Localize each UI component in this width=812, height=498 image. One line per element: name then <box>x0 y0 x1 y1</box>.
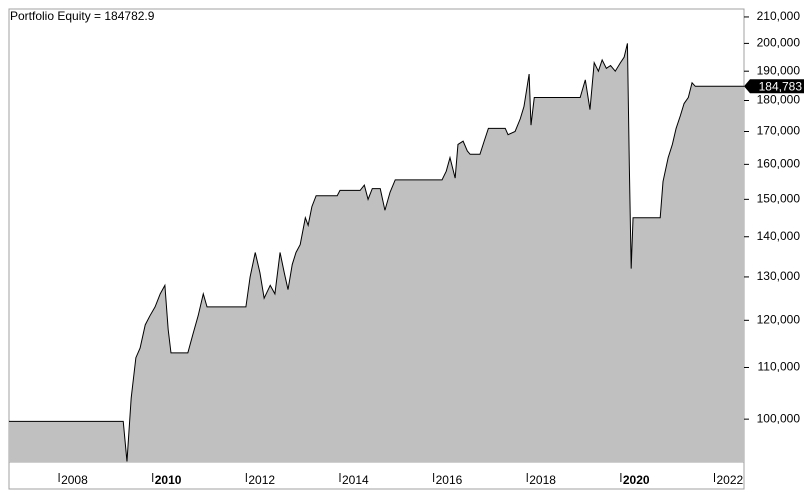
y-tick-label: 180,000 <box>757 93 801 107</box>
y-tick-label: 190,000 <box>757 63 801 77</box>
x-tick-label: 2014 <box>342 473 369 487</box>
y-tick-label: 110,000 <box>758 360 801 374</box>
y-tick-label: 160,000 <box>757 157 801 171</box>
last-value-label: 184,783 <box>759 79 803 93</box>
x-tick-label: 2020 <box>623 473 650 487</box>
y-tick-label: 100,000 <box>757 411 801 425</box>
x-tick-label: 2008 <box>61 473 88 487</box>
last-value-tag <box>744 79 804 94</box>
y-tick-label: 200,000 <box>757 36 801 50</box>
x-tick-label: 2010 <box>155 473 182 487</box>
y-tick-label: 140,000 <box>757 229 801 243</box>
x-tick-label: 2018 <box>529 473 556 487</box>
x-tick-label: 2022 <box>717 473 744 487</box>
y-tick-label: 210,000 <box>757 9 801 23</box>
plot <box>9 43 744 462</box>
y-tick-label: 120,000 <box>757 312 801 326</box>
equity-line <box>9 43 744 462</box>
chart-title: Portfolio Equity = 184782.9 <box>10 9 155 23</box>
y-tick-label: 130,000 <box>757 269 801 283</box>
x-tick-label: 2012 <box>248 473 275 487</box>
equity-area <box>9 43 744 462</box>
y-tick-label: 170,000 <box>757 124 801 138</box>
y-tick-label: 150,000 <box>757 192 801 206</box>
x-tick-label: 2016 <box>436 473 463 487</box>
